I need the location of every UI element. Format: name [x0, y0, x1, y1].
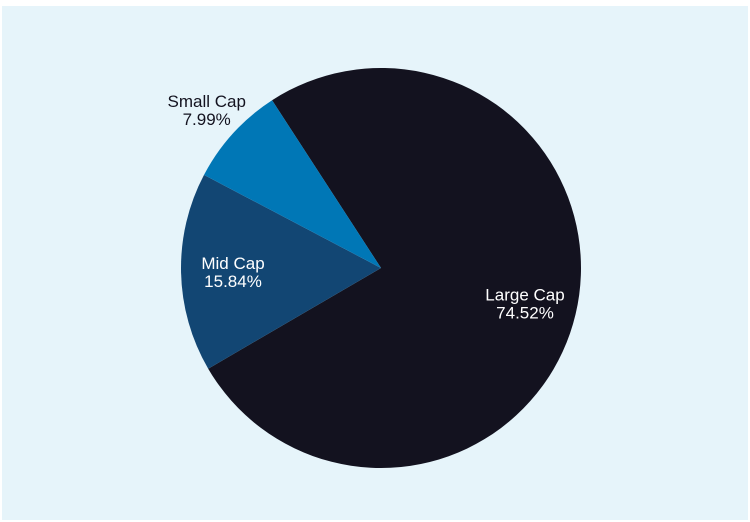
slice-name-label-small-cap: Small Cap — [167, 92, 245, 111]
chart-background: Large Cap 74.52% Mid Cap 15.84% Small Cap 7.9… — [2, 6, 748, 520]
slice-percent-label-mid-cap: 15.84% — [204, 272, 262, 291]
slice-percent-label-large-cap: 74.52% — [496, 303, 554, 322]
pie-slice-large-cap — [208, 68, 581, 469]
pie-slices — [180, 68, 581, 469]
pie-slice-mid-cap — [180, 174, 381, 369]
slice-name-label-large-cap: Large Cap — [485, 285, 564, 304]
pie-slice-small-cap — [204, 100, 381, 269]
slice-percent-label-small-cap: 7.99% — [183, 110, 231, 129]
slice-name-label-mid-cap: Mid Cap — [201, 254, 264, 273]
